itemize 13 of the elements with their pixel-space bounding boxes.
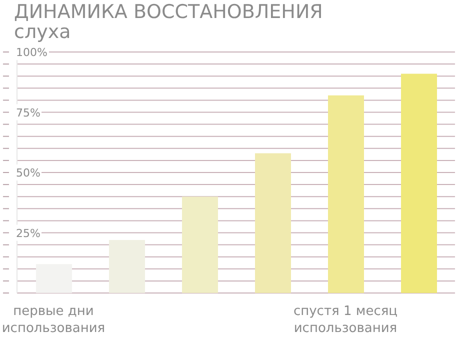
y-tick-label: 50% bbox=[16, 166, 40, 180]
y-tick-label: 75% bbox=[16, 106, 40, 120]
bar bbox=[109, 240, 145, 293]
bar bbox=[36, 264, 72, 293]
bar bbox=[182, 196, 218, 293]
x-tick-label: первые дни использования bbox=[2, 304, 106, 336]
bar bbox=[255, 153, 291, 293]
y-tick-label: 25% bbox=[16, 226, 40, 240]
bar bbox=[328, 95, 364, 293]
chart-title: ДИНАМИКА ВОССТАНОВЛЕНИЯ слуха bbox=[14, 1, 323, 43]
y-tick-label: 100% bbox=[16, 46, 48, 59]
x-tick-label: спустя 1 месяц использования bbox=[293, 304, 398, 336]
bar bbox=[401, 74, 437, 293]
